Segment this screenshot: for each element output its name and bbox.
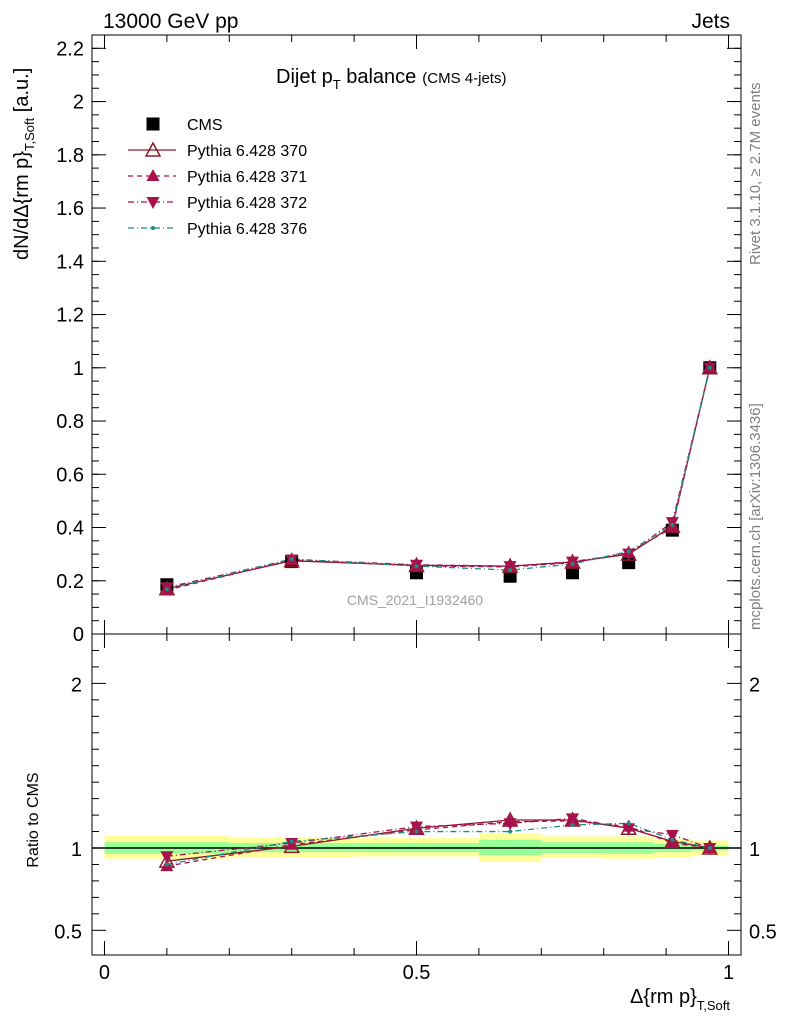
main-title: Dijet pT balance (CMS 4-jets)	[276, 66, 506, 92]
main-point-0-3	[503, 569, 517, 583]
ratio-ytick-label-1: 1	[71, 839, 82, 861]
ratio-point-1-6	[665, 836, 679, 849]
main-point-0-4	[566, 566, 580, 580]
main-series-line-3	[166, 367, 711, 589]
ratio-point-3-4	[570, 822, 575, 827]
ratio-panel-frame	[91, 633, 742, 956]
main-point-4-4	[570, 561, 575, 566]
legend-label-0: CMS	[187, 117, 223, 134]
ratio-xtick-label-0: 0	[99, 962, 110, 984]
ratio-ytick-label-right-0: 0.5	[749, 921, 777, 943]
analysis-watermark: CMS_2021_I1932460	[347, 592, 483, 608]
main-ytick-label-2: 0.4	[56, 518, 84, 540]
ratio-ytick-label-2: 2	[71, 674, 82, 696]
ratio-xtick-label-1: 0.5	[403, 962, 431, 984]
main-point-4-1	[289, 556, 294, 561]
legend-marker-1	[144, 141, 162, 157]
legend-marker-4	[151, 226, 155, 230]
ratio-point-3-2	[414, 829, 419, 834]
main-point-3-3	[503, 561, 517, 574]
main-ytick-label-10: 2	[73, 92, 84, 114]
main-point-4-7	[707, 365, 712, 370]
ratio-ytick-label-right-1: 1	[749, 839, 760, 861]
legend-marker-3	[146, 197, 160, 209]
main-ytick-label-4: 0.8	[56, 411, 84, 433]
legend: CMS Pythia 6.428 370 Pythia 6.428 371 Pythi…	[128, 117, 307, 238]
legend-label-1: Pythia 6.428 370	[187, 143, 307, 160]
main-point-4-3	[508, 568, 513, 573]
main-point-4-2	[414, 564, 419, 569]
ratio-series-line-0	[166, 819, 710, 862]
ratio-point-2-1	[285, 838, 299, 851]
main-point-3-5	[622, 548, 636, 561]
ratio-point-2-3	[503, 818, 517, 831]
main-panel-marks	[158, 359, 719, 596]
main-ytick-label-1: 0.2	[56, 571, 84, 593]
ratio-xtick-label-2: 1	[723, 962, 734, 984]
ratio-point-2-6	[665, 829, 679, 842]
ratio-point-3-1	[289, 839, 294, 844]
main-series-line-4	[166, 367, 711, 590]
ratio-ylabel: Ratio to CMS	[25, 772, 42, 867]
ratio-point-2-0	[160, 851, 174, 864]
axes: 0 0.2 0.4 0.6 0.8 1 1.2 1.4 1.6 1.8 2 2.2 0 0.5 1 0.5 0.…	[54, 34, 777, 984]
mcplots-label: mcplots.cern.ch [arXiv:1306.3436]	[747, 403, 764, 630]
main-ytick-label-0: 0	[73, 624, 84, 646]
ratio-series-line-3	[166, 822, 710, 866]
ratio-xlabel: Δ{rm p}T,Soft	[630, 986, 730, 1013]
main-ylabel: dN/dΔ{rm p}T,Soft [a.u.]	[11, 68, 37, 260]
header-right: Jets	[691, 10, 730, 33]
main-ytick-label-5: 1	[73, 358, 84, 380]
ratio-point-2-5	[622, 823, 636, 836]
ratio-ytick-label-0: 0.5	[54, 921, 82, 943]
main-ytick-label-11: 2.2	[56, 38, 84, 60]
ratio-series-line-1	[166, 820, 710, 867]
header-left: 13000 GeV pp	[103, 10, 238, 33]
ratio-point-3-7	[707, 846, 712, 850]
main-ytick-label-7: 1.4	[56, 251, 84, 273]
main-ytick-label-6: 1.2	[56, 305, 84, 327]
main-ytick-label-3: 0.6	[56, 464, 84, 486]
rivet-label: Rivet 3.1.10, ≥ 2.7M events	[747, 83, 764, 266]
legend-marker-2	[146, 169, 160, 181]
ratio-point-3-3	[508, 829, 513, 834]
main-ytick-label-8: 1.6	[56, 198, 84, 220]
ratio-point-3-6	[670, 837, 675, 842]
ratio-point-2-2	[410, 821, 423, 834]
ratio-panel-marks	[158, 811, 719, 872]
main-point-4-6	[670, 522, 675, 527]
legend-label-3: Pythia 6.428 372	[187, 195, 307, 212]
main-point-4-5	[626, 549, 631, 554]
ratio-point-3-5	[626, 821, 631, 826]
legend-label-4: Pythia 6.428 376	[187, 221, 307, 238]
ratio-uncertainty-bands	[92, 833, 741, 862]
main-ytick-label-9: 1.8	[56, 145, 84, 167]
legend-marker-0	[146, 117, 160, 131]
legend-label-2: Pythia 6.428 371	[187, 169, 307, 186]
main-point-4-0	[164, 587, 169, 592]
ratio-point-3-0	[164, 862, 169, 867]
ratio-ytick-label-right-2: 2	[749, 674, 760, 696]
ratio-point-2-4	[566, 813, 580, 826]
